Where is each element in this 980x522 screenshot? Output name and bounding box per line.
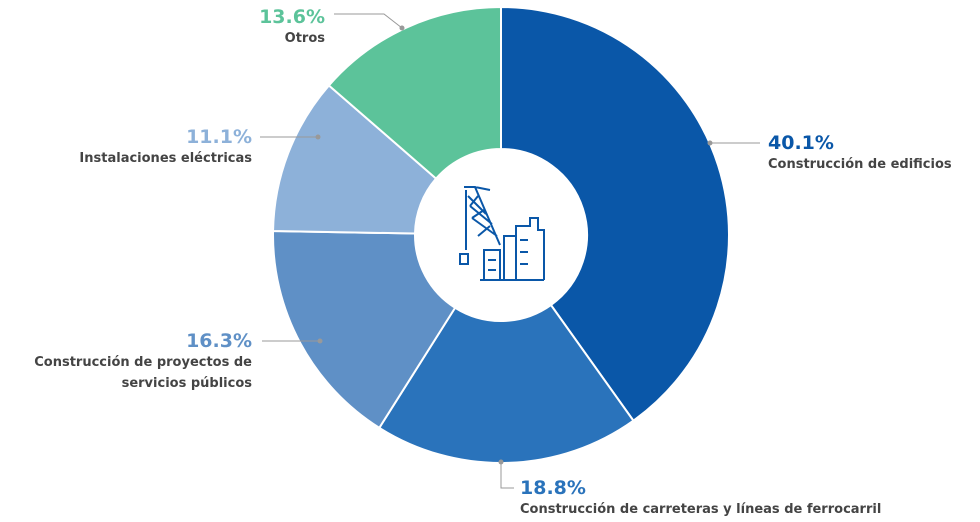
percent-label: 13.6% — [259, 6, 325, 28]
leader-dot — [498, 459, 504, 465]
leader-dot — [707, 140, 713, 146]
donut-hole — [415, 149, 587, 321]
slice — [377, 303, 635, 464]
slice-label: 13.6% Otros — [205, 6, 325, 49]
slice-label: 18.8% Construcción de carreteras y líneas… — [520, 477, 960, 520]
percent-label: 11.1% — [186, 126, 252, 148]
center-icon — [459, 186, 545, 281]
category-label: Construcción de edificios — [768, 157, 952, 172]
leader-dot — [317, 338, 323, 344]
category-label: Instalaciones eléctricas — [79, 151, 252, 166]
category-label: Construcción de carreteras y líneas de f… — [520, 502, 882, 517]
slice-label: 40.1% Construcción de edificios — [768, 132, 980, 175]
percent-label: 40.1% — [768, 132, 834, 154]
leader-dot — [399, 25, 405, 31]
slice-label: 11.1% Instalaciones eléctricas — [2, 126, 252, 169]
slice-label: 16.3% Construcción de proyectos de servic… — [2, 330, 252, 394]
category-label: Otros — [284, 31, 325, 46]
percent-label: 16.3% — [186, 330, 252, 352]
leader-line — [500, 462, 514, 489]
leader-dot — [315, 134, 321, 140]
category-label: Construcción de proyectos de servicios p… — [34, 355, 252, 391]
leader-line — [334, 13, 403, 29]
percent-label: 18.8% — [520, 477, 586, 499]
